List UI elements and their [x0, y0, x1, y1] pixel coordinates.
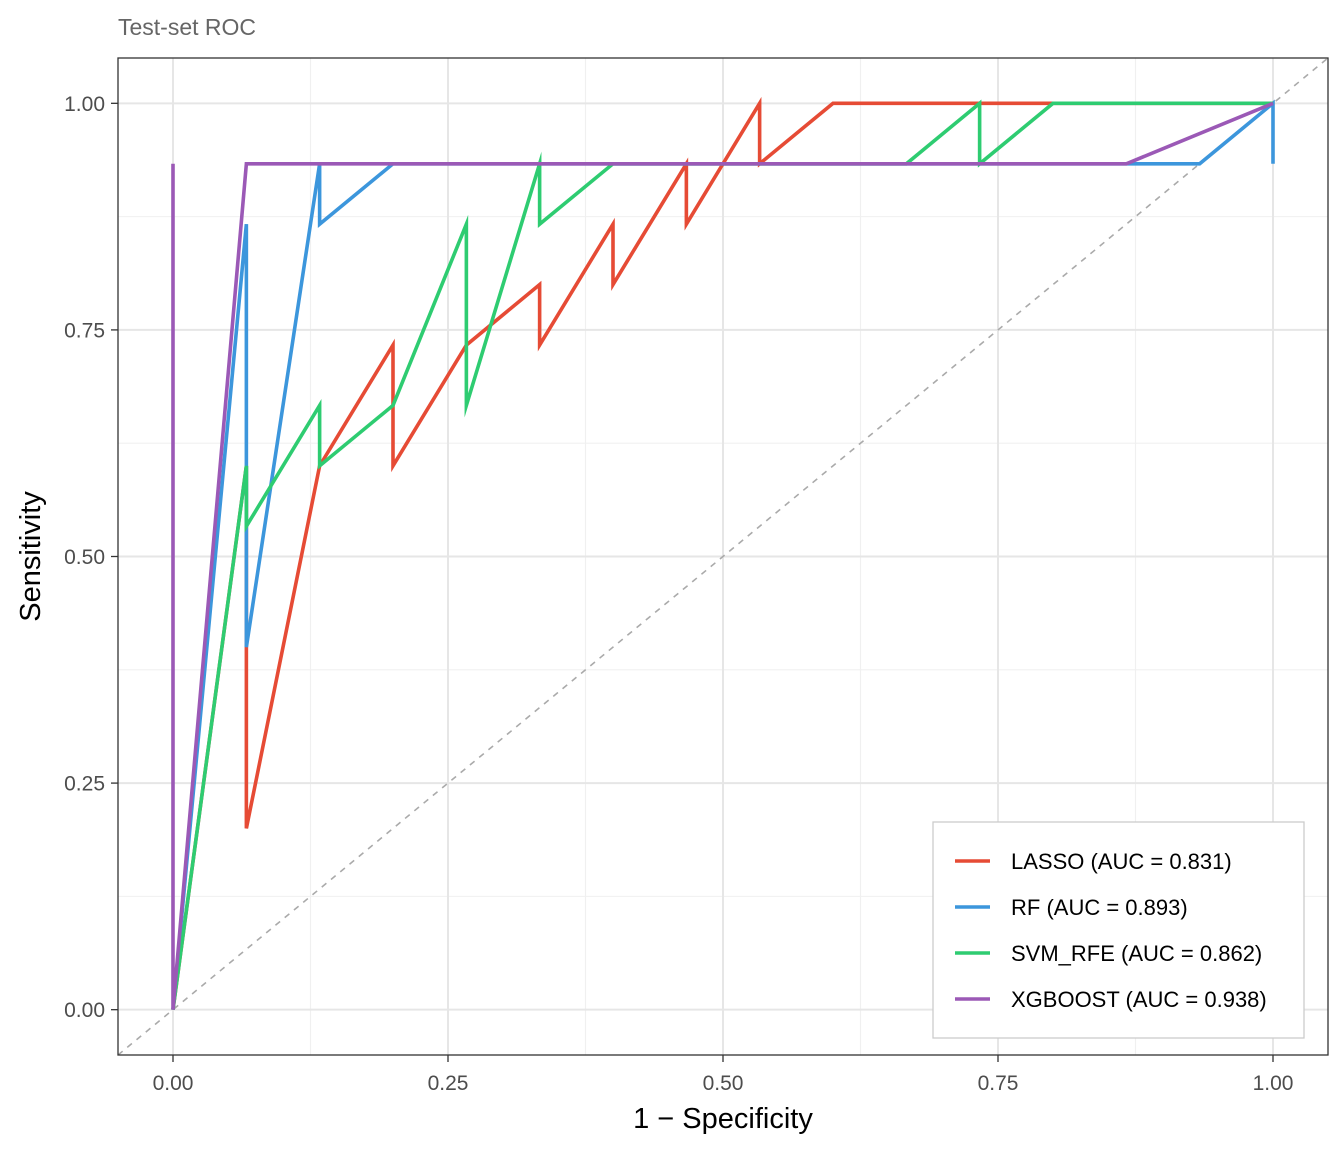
axis-ticks: 0.00 0.25 0.50 0.75 1.00 0.00 0.25 0.50 0.75 1.00	[64, 93, 1293, 1095]
y-tick-label: 0.25	[64, 773, 105, 796]
x-tick-label: 1.00	[1253, 1072, 1294, 1095]
series-lines	[171, 96, 1275, 1010]
y-tick-label: 0.50	[64, 546, 105, 569]
chart-subtitle: Test-set ROC	[118, 14, 256, 40]
y-tick-label: 1.00	[64, 93, 105, 116]
legend-label-2: SVM_RFE (AUC = 0.862)	[1011, 941, 1262, 966]
legend-label-0: LASSO (AUC = 0.831)	[1011, 849, 1232, 874]
series-line-2	[171, 99, 1273, 1010]
legend: LASSO (AUC = 0.831) RF (AUC = 0.893) SVM_R…	[932, 821, 1305, 1039]
series-line-1	[171, 99, 1275, 1010]
reference-line	[117, 57, 1329, 1056]
y-axis-title: Sensitivity	[15, 491, 47, 622]
x-tick-label: 0.25	[428, 1072, 469, 1095]
series-line-3	[171, 101, 1274, 1010]
y-tick-label: 0.75	[64, 319, 105, 342]
x-axis-title: 1 − Specificity	[633, 1103, 813, 1135]
x-tick-label: 0.75	[978, 1072, 1019, 1095]
x-tick-label: 0.00	[153, 1072, 194, 1095]
series-line-0	[171, 96, 1273, 1010]
legend-label-1: RF (AUC = 0.893)	[1011, 895, 1188, 920]
legend-box	[932, 821, 1305, 1039]
legend-label-3: XGBOOST (AUC = 0.938)	[1011, 987, 1267, 1012]
diagonal-reference-line	[117, 57, 1329, 1056]
y-tick-label: 0.00	[64, 999, 105, 1022]
x-tick-label: 0.50	[703, 1072, 744, 1095]
